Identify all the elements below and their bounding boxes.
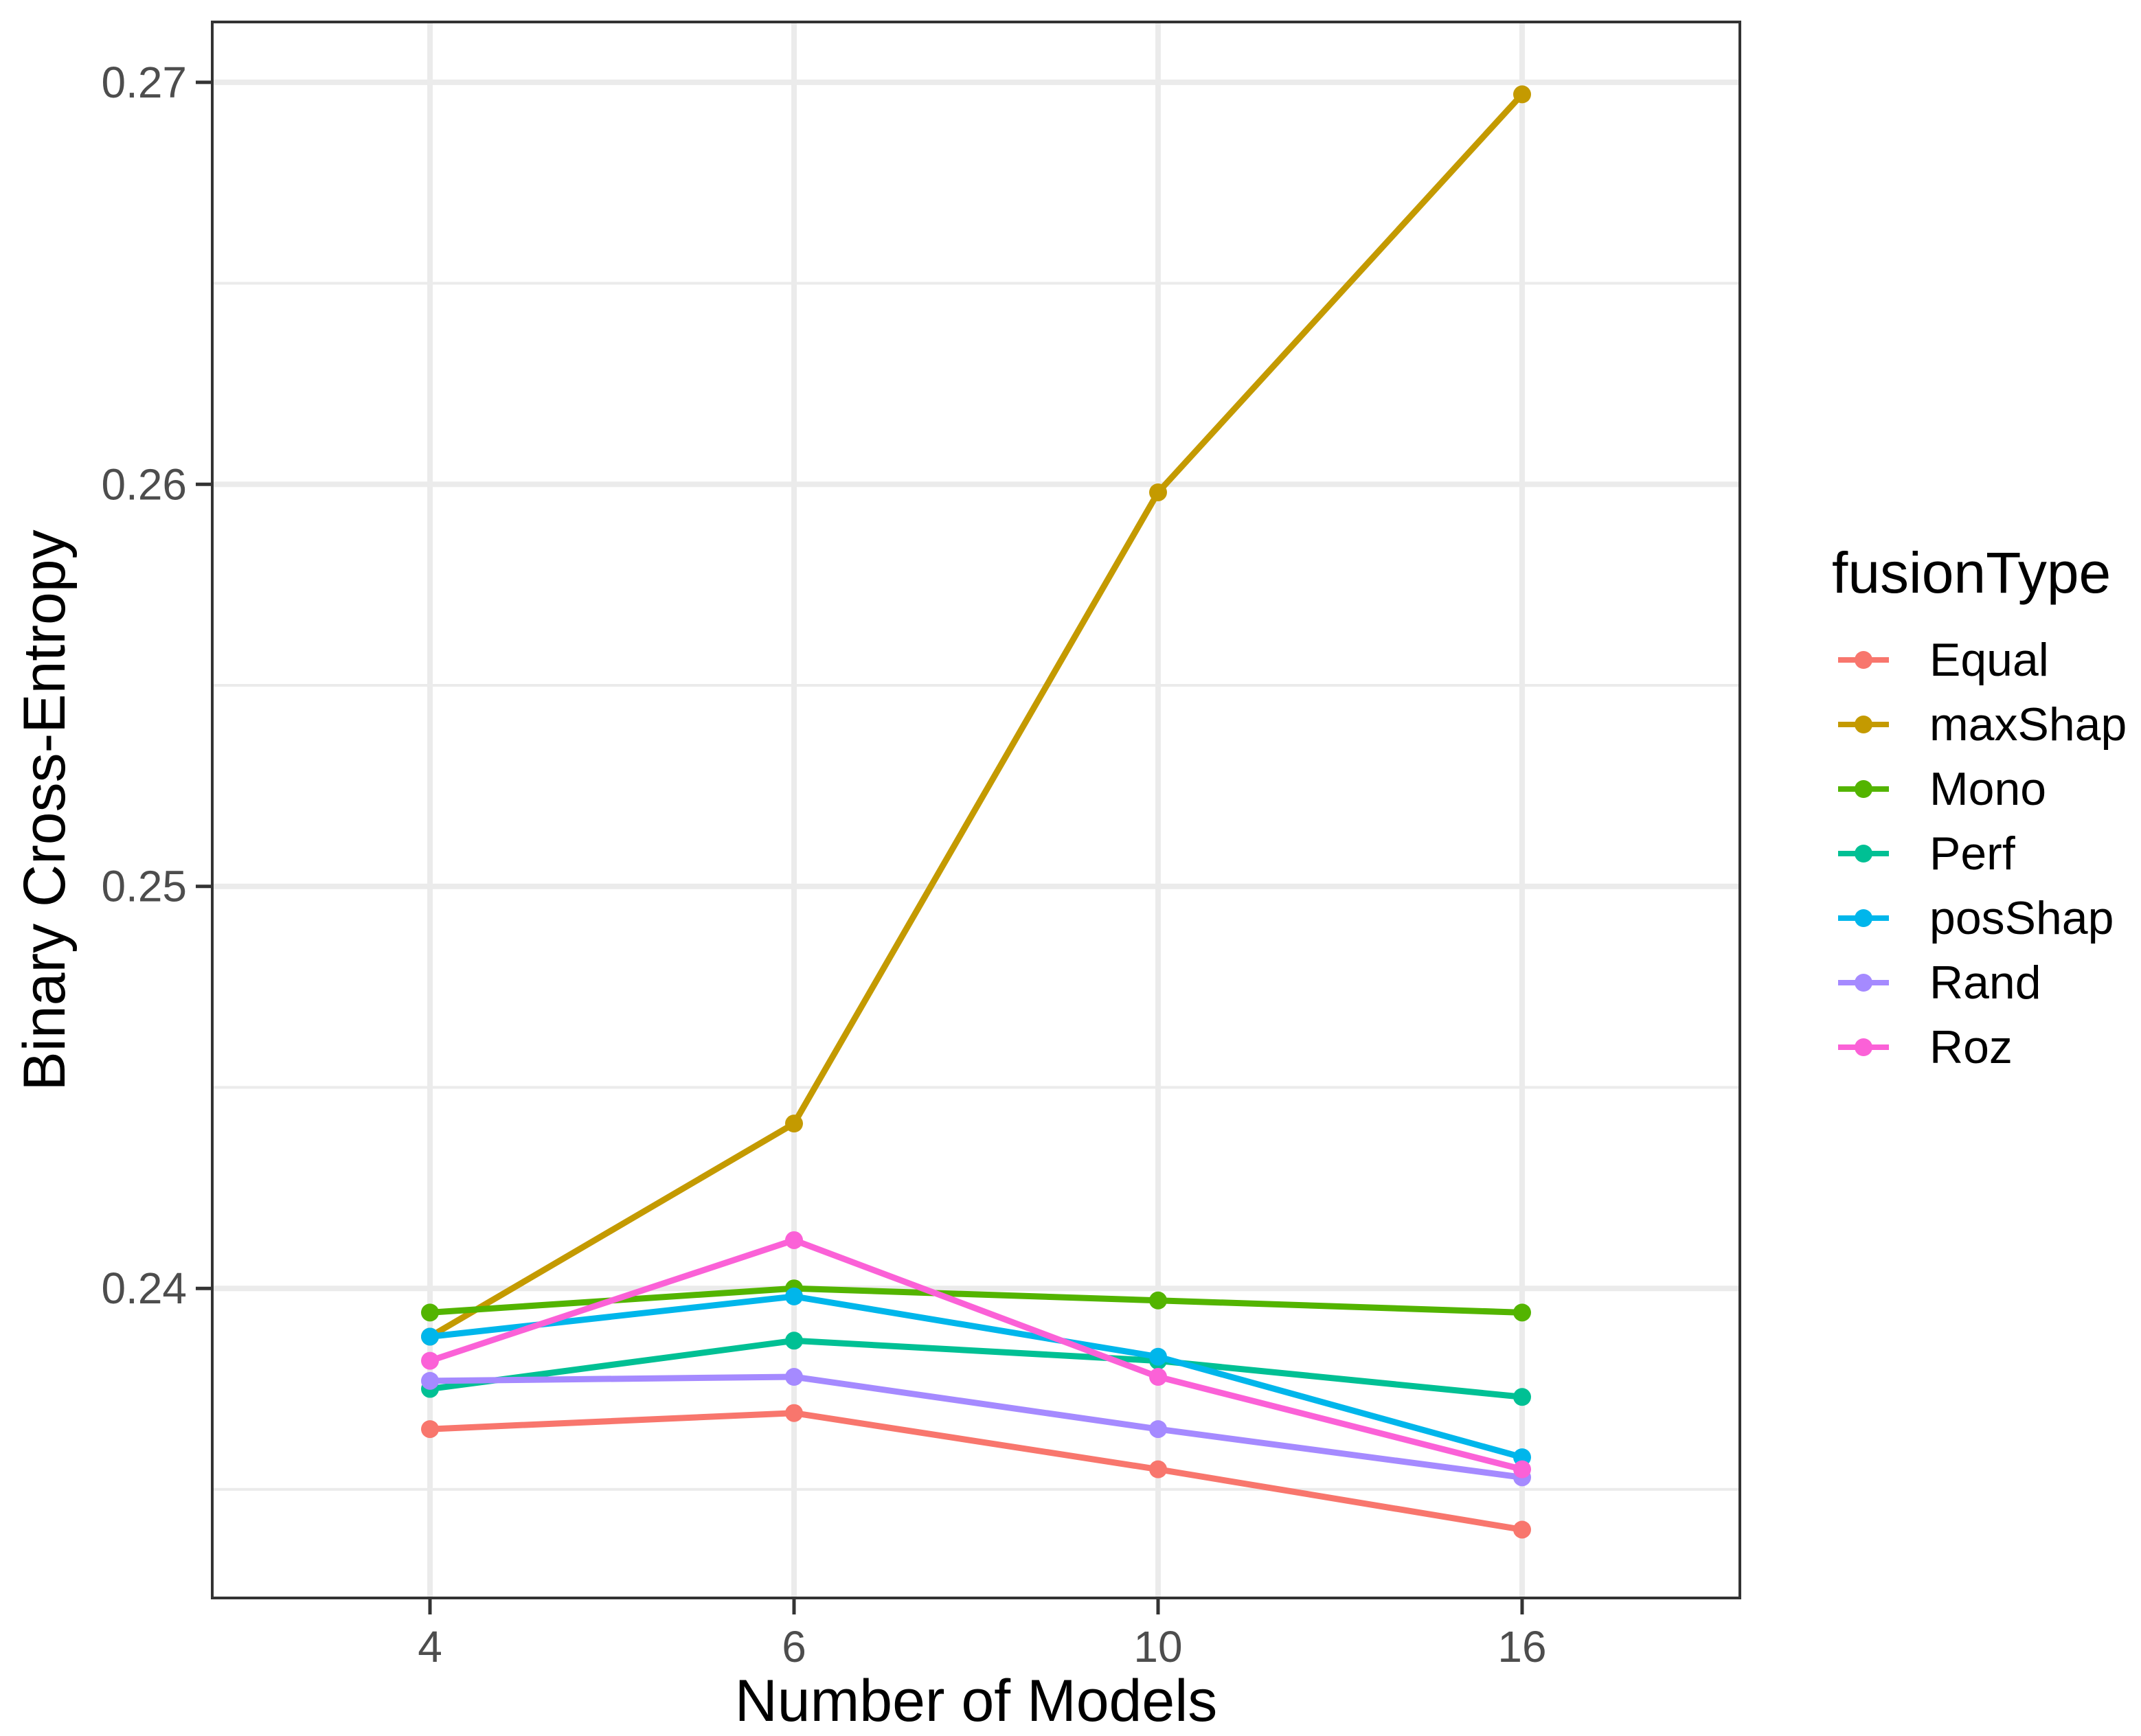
series-line-Perf	[429, 1337, 1523, 1400]
data-point-Rand-10	[1149, 1420, 1167, 1439]
legend-key-icon-Perf	[1838, 845, 1889, 863]
legend-item-posShap: posShap	[1838, 886, 2114, 950]
axis-ticks	[196, 80, 1524, 1614]
x-tick-label: 16	[1497, 1622, 1546, 1671]
legend-label-Roz: Roz	[1929, 1021, 2013, 1073]
data-point-Mono-4	[421, 1303, 439, 1322]
panel-border	[211, 21, 1741, 1599]
series-line-Equal	[429, 1410, 1523, 1533]
x-tick-label: 10	[1133, 1622, 1182, 1671]
x-axis-title: Number of Models	[735, 1668, 1218, 1734]
y-tick-label: 0.27	[101, 58, 187, 107]
data-point-posShap-4	[421, 1327, 439, 1346]
x-tick-label: 6	[782, 1622, 806, 1671]
data-point-Equal-10	[1149, 1460, 1167, 1478]
legend-item-Roz: Roz	[1838, 1015, 2013, 1080]
data-point-Equal-6	[785, 1404, 803, 1422]
y-tick-label: 0.25	[101, 862, 187, 911]
series-line-posShap	[429, 1293, 1523, 1461]
legend-key-icon-Rand	[1838, 974, 1889, 992]
data-point-maxShap-10	[1149, 483, 1167, 501]
data-point-Rand-6	[785, 1367, 803, 1386]
legend-key-point	[1855, 974, 1872, 992]
legend-label-maxShap: maxShap	[1929, 698, 2127, 751]
legend: fusionType Equal maxShap Mono Perf posShap Ra…	[1827, 0, 2141, 1736]
data-point-Equal-16	[1513, 1520, 1531, 1539]
y-tick-label: 0.24	[101, 1264, 187, 1313]
legend-item-Rand: Rand	[1838, 950, 2041, 1015]
data-series	[421, 85, 1531, 1539]
series-line-maxShap	[428, 92, 1525, 1340]
legend-key-icon-Roz	[1838, 1038, 1889, 1056]
panel-border-rect	[211, 21, 1741, 1599]
legend-title: fusionType	[1832, 540, 2111, 605]
y-axis-title: Binary Cross-Entropy	[12, 529, 78, 1090]
legend-item-Perf: Perf	[1838, 821, 2015, 886]
legend-label-posShap: posShap	[1929, 892, 2114, 944]
data-point-Roz-10	[1149, 1367, 1167, 1386]
data-point-Roz-4	[421, 1351, 439, 1370]
y-tick-label: 0.26	[101, 459, 187, 509]
legend-key-point	[1855, 845, 1872, 863]
axis-tick-labels: 0.27 0.26 0.25 0.24 4 6 10 16	[101, 58, 1546, 1671]
data-point-Equal-4	[421, 1420, 439, 1439]
legend-label-Perf: Perf	[1929, 827, 2015, 880]
data-point-Roz-6	[785, 1231, 803, 1249]
legend-item-Mono: Mono	[1838, 757, 2046, 821]
legend-key-point	[1855, 1038, 1872, 1056]
data-point-Rand-4	[421, 1371, 439, 1390]
data-point-maxShap-6	[785, 1115, 803, 1133]
legend-key-icon-maxShap	[1838, 716, 1889, 733]
data-point-Roz-16	[1513, 1460, 1531, 1478]
legend-label-Equal: Equal	[1929, 634, 2049, 686]
x-tick-label: 4	[418, 1622, 442, 1671]
legend-key-point	[1855, 780, 1872, 798]
data-point-posShap-6	[785, 1287, 803, 1305]
legend-key-point	[1855, 651, 1872, 669]
legend-key-icon-posShap	[1838, 909, 1889, 927]
data-point-maxShap-16	[1513, 85, 1531, 104]
data-point-posShap-10	[1149, 1347, 1167, 1366]
legend-label-Rand: Rand	[1929, 957, 2041, 1009]
data-point-Mono-10	[1149, 1291, 1167, 1310]
legend-item-maxShap: maxShap	[1838, 692, 2127, 757]
series-line-Rand	[429, 1373, 1523, 1481]
legend-key-icon-Mono	[1838, 780, 1889, 798]
legend-key-point	[1855, 716, 1872, 733]
data-point-Perf-6	[785, 1332, 803, 1350]
legend-item-Equal: Equal	[1838, 628, 2049, 692]
data-point-Mono-16	[1513, 1303, 1531, 1322]
legend-label-Mono: Mono	[1929, 763, 2047, 815]
legend-key-icon-Equal	[1838, 651, 1889, 669]
series-line-Roz	[429, 1237, 1523, 1473]
legend-key-point	[1855, 909, 1872, 927]
data-point-Perf-16	[1513, 1388, 1531, 1406]
